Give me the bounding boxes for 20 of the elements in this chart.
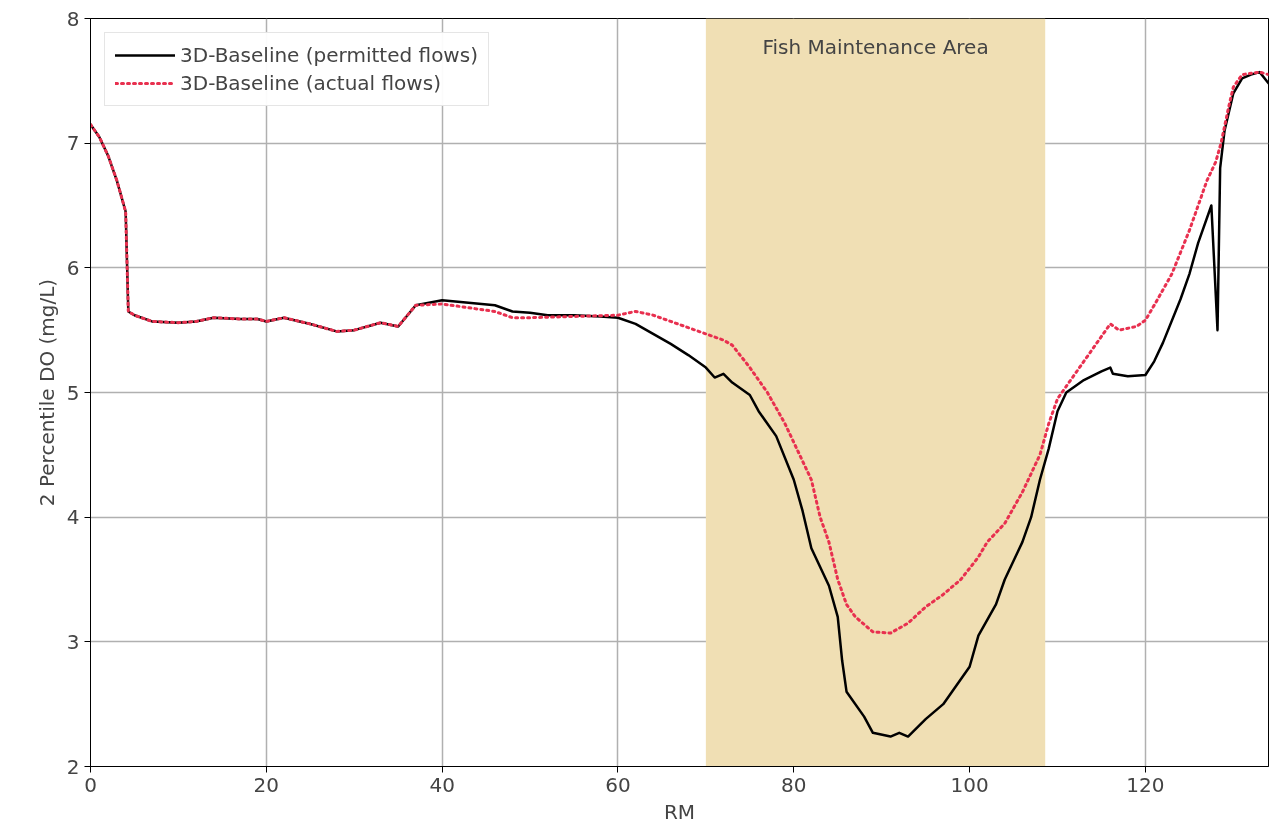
- y-tick-label: 3: [66, 629, 80, 654]
- band-label: Fish Maintenance Area: [762, 34, 989, 59]
- y-tick-label: 2: [66, 754, 80, 779]
- legend-label: 3D-Baseline (actual flows): [180, 71, 441, 95]
- y-tick-label: 5: [66, 380, 80, 405]
- y-axis-title: 2 Percentile DO (mg/L): [34, 278, 59, 507]
- x-tick-label: 120: [1126, 772, 1165, 797]
- x-tick-label: 0: [84, 772, 97, 797]
- y-tick-label: 8: [66, 6, 80, 31]
- y-tick-label: 7: [66, 131, 80, 156]
- x-tick-label: 100: [950, 772, 989, 797]
- line-series: [90, 70, 1269, 635]
- x-tick-label: 40: [429, 772, 455, 797]
- x-tick-label: 20: [253, 772, 280, 797]
- y-tick-label: 4: [66, 505, 80, 530]
- x-axis-title: RM: [663, 799, 696, 824]
- x-tick-label: 80: [781, 772, 807, 797]
- legend-label: 3D-Baseline (permitted flows): [180, 43, 478, 67]
- y-tick-label: 6: [66, 255, 80, 280]
- x-tick-label: 60: [605, 772, 631, 797]
